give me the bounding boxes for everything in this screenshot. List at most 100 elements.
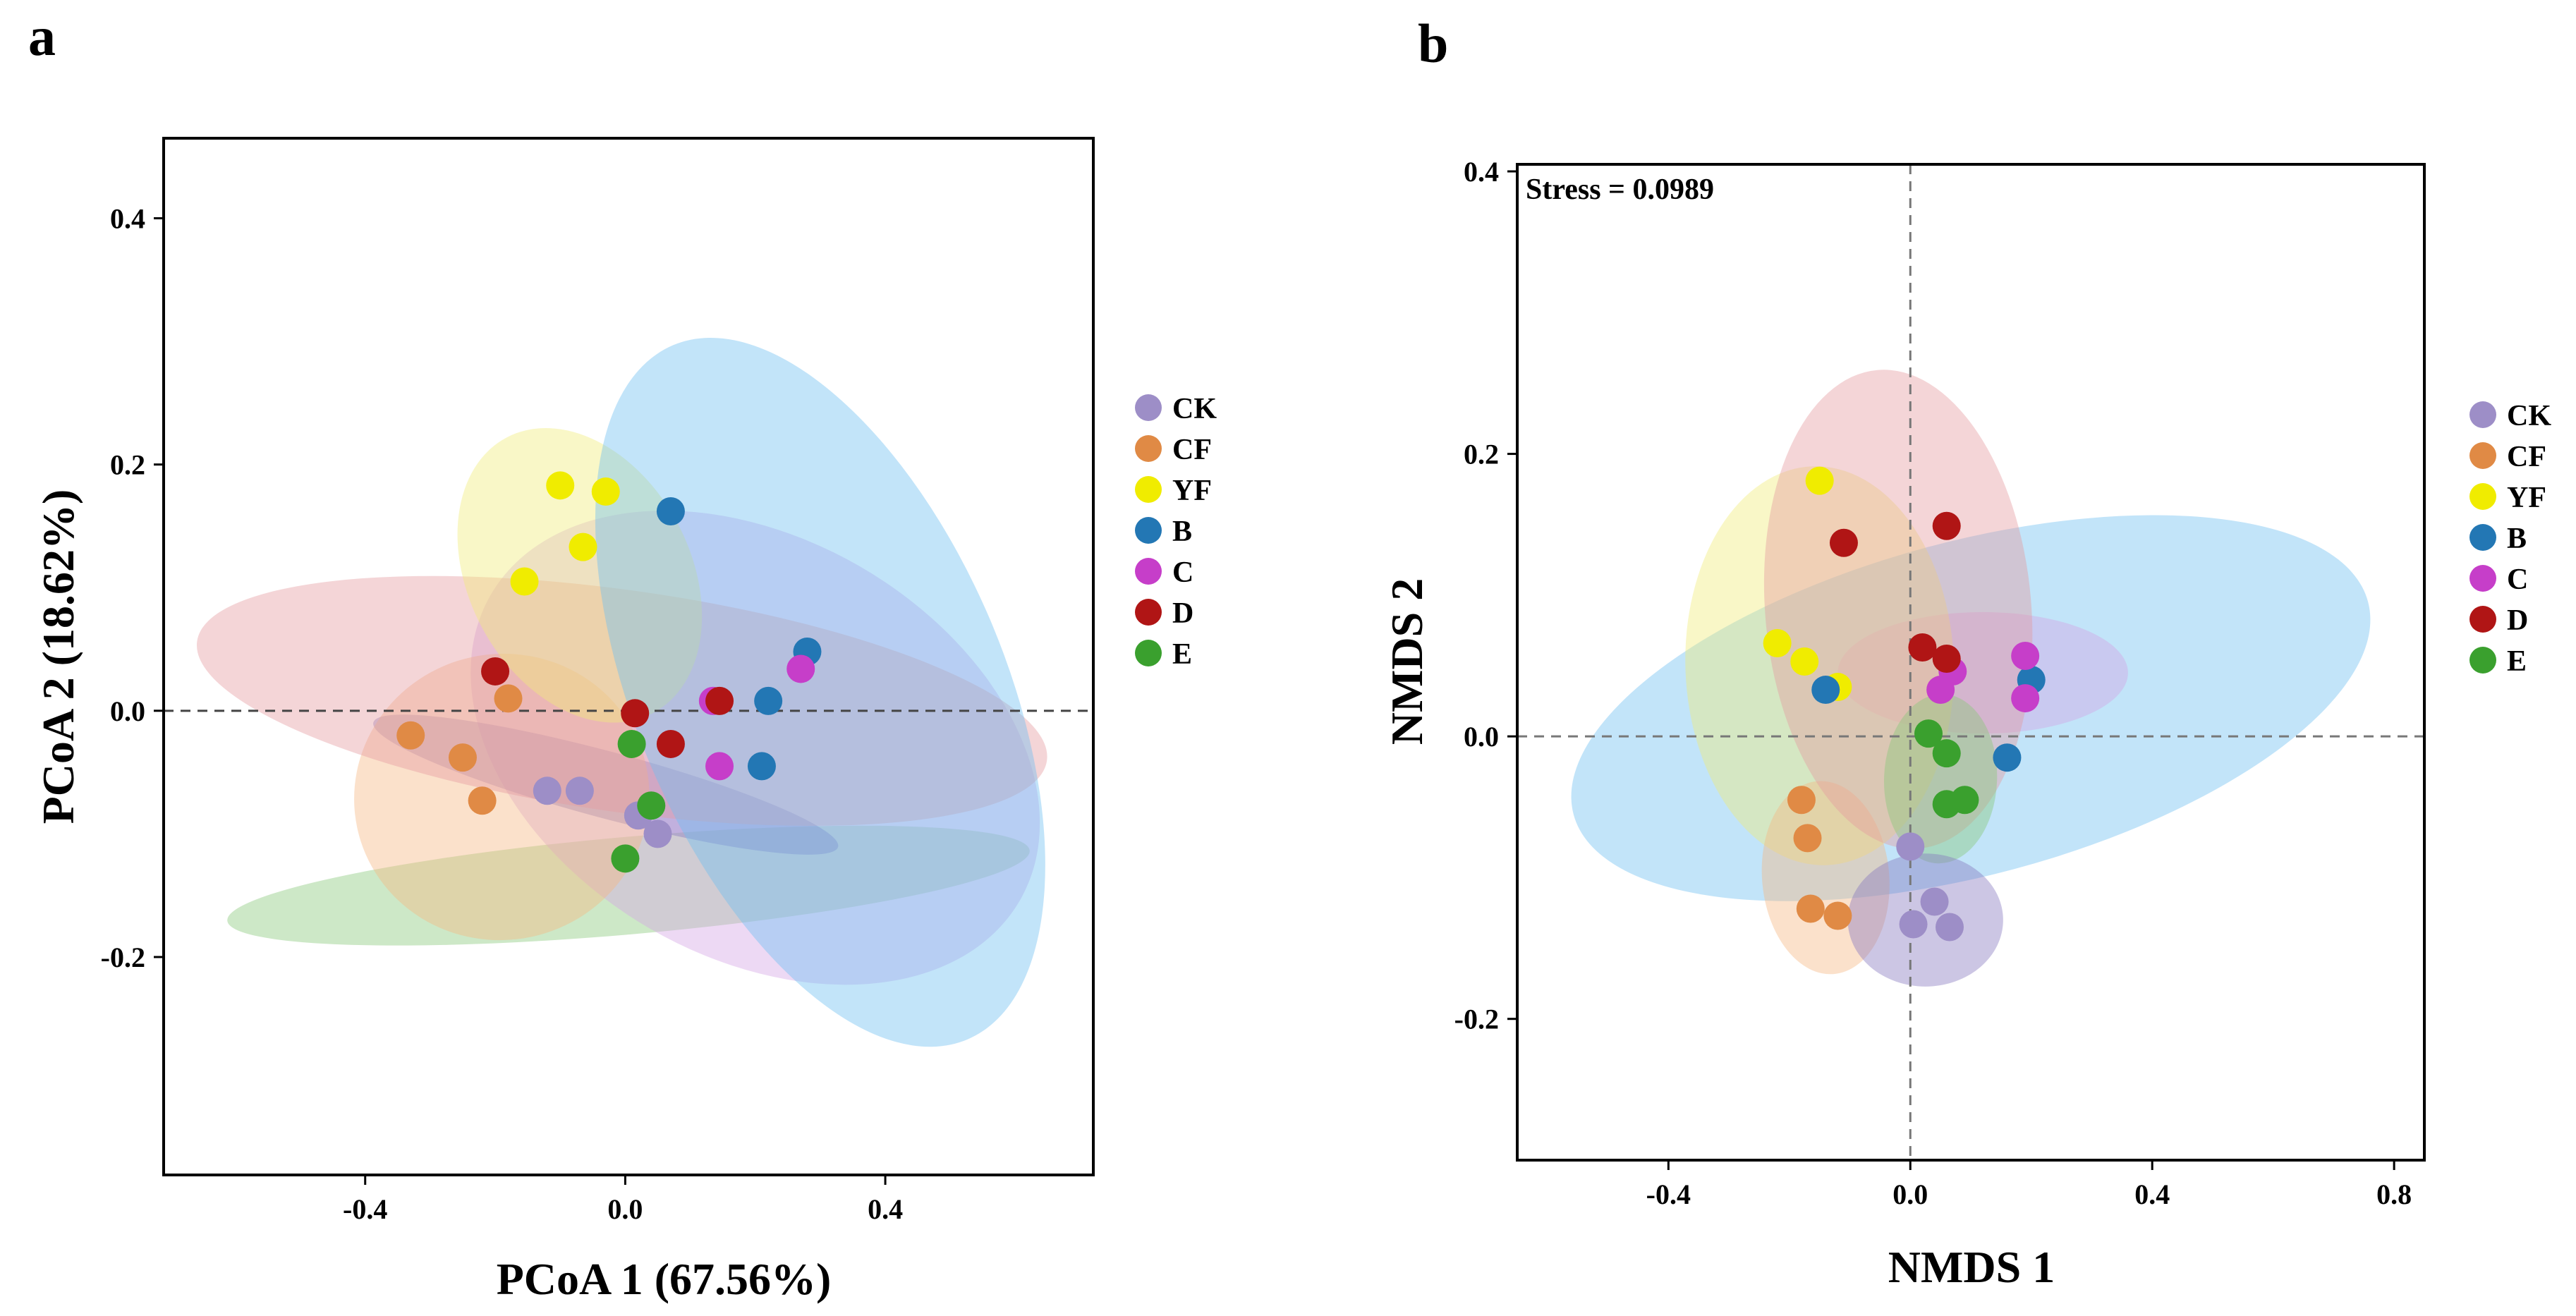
nmds-ticks: -0.4 0.0 0.4 0.8 -0.2 0.0 0.2 0.4 (1454, 156, 2412, 1210)
legend-marker-e (2469, 647, 2496, 674)
x-tick-label: -0.4 (343, 1193, 387, 1225)
confidence-ellipse-b (1571, 515, 2371, 901)
confidence-ellipse-d (196, 575, 1047, 826)
legend-label-c: C (2507, 563, 2528, 596)
legend-marker-c (1135, 558, 1162, 585)
legend-label-cf: CF (1172, 434, 1212, 466)
y-tick-label: -0.2 (1454, 1004, 1499, 1035)
data-point-c (705, 752, 734, 781)
pcoa-points (396, 471, 822, 873)
confidence-ellipse-e (227, 825, 1030, 946)
legend-label-b: B (2507, 523, 2527, 555)
legend-marker-b (1135, 517, 1162, 544)
y-tick-label: 0.4 (1464, 156, 1499, 188)
legend-marker-b (2469, 524, 2496, 551)
data-point-b (747, 752, 776, 781)
legend-label-e: E (1172, 638, 1192, 671)
legend-marker-cf (2469, 442, 2496, 469)
y-tick-label: 0.4 (110, 202, 145, 234)
confidence-ellipse-yf (1685, 466, 1955, 865)
data-point-e (1914, 719, 1943, 748)
data-point-c (786, 654, 815, 683)
data-point-ck (1899, 910, 1928, 939)
data-point-e (1932, 790, 1961, 819)
data-point-d (705, 686, 734, 715)
x-tick-label: 0.4 (2134, 1178, 2170, 1210)
data-point-d (1932, 644, 1961, 673)
data-point-e (611, 844, 640, 873)
y-tick-label: 0.2 (110, 449, 145, 481)
confidence-ellipse-yf (457, 427, 703, 723)
legend-marker-cf (1135, 435, 1162, 462)
pcoa-ticks: -0.4 0.0 0.4 -0.2 0.0 0.2 0.4 (101, 202, 903, 1225)
pcoa-ellipses (196, 338, 1047, 1047)
data-point-ck (1920, 887, 1949, 916)
data-point-ck (533, 776, 561, 805)
legend-label-d: D (2507, 604, 2528, 637)
x-tick-label: 0.0 (607, 1193, 643, 1225)
nmds-x-axis-title: NMDS 1 (1888, 1242, 2055, 1292)
legend-label-yf: YF (1172, 475, 1212, 507)
nmds-panel: b Stress = 0.0989 -0.4 0.0 0.4 0.8 -0.2 0.0 0.… (1382, 13, 2426, 1292)
data-point-ck (1896, 832, 1925, 861)
data-point-e (1932, 739, 1961, 768)
legend-marker-ck (2469, 401, 2496, 428)
data-point-b (1811, 676, 1840, 705)
legend-label-ck: CK (1172, 393, 1217, 425)
panel-letter-a: a (28, 6, 56, 67)
data-point-ck (565, 776, 594, 805)
confidence-ellipse-ck (373, 714, 839, 855)
legend-label-b: B (1172, 516, 1192, 548)
data-point-cf (1793, 824, 1822, 853)
data-point-cf (1823, 901, 1852, 930)
confidence-ellipse-cf (354, 653, 650, 941)
data-point-yf (591, 477, 620, 506)
y-tick-label: 0.0 (1464, 721, 1499, 753)
pcoa-panel: a -0.4 0.0 0.4 -0.2 0.0 0.2 0.4 PCoA 1 (67.56%… (28, 6, 1095, 1304)
data-point-cf (468, 786, 497, 815)
data-point-cf (448, 743, 477, 772)
legend-marker-c (2469, 565, 2496, 592)
legend-label-ck: CK (2507, 400, 2551, 432)
data-point-c (1926, 676, 1955, 705)
legend-marker-e (1135, 640, 1162, 666)
legend-marker-yf (1135, 476, 1162, 503)
data-point-yf (1763, 628, 1792, 657)
y-tick-label: -0.2 (101, 942, 145, 973)
data-point-d (481, 657, 510, 686)
legend-label-c: C (1172, 556, 1193, 589)
confidence-ellipse-cf (1761, 781, 1890, 975)
confidence-ellipse-d (1763, 370, 2033, 849)
legend-label-d: D (1172, 597, 1193, 630)
x-tick-label: 0.0 (1892, 1178, 1928, 1210)
data-point-yf (546, 471, 575, 500)
confidence-ellipse-b (595, 338, 1045, 1047)
data-point-d (1829, 528, 1858, 557)
data-point-yf (1790, 647, 1819, 676)
legend-label-e: E (2507, 645, 2527, 678)
pcoa-x-axis-title: PCoA 1 (67.56%) (497, 1254, 832, 1304)
data-point-ck (643, 820, 672, 848)
data-point-cf (1796, 894, 1825, 923)
data-point-d (656, 729, 685, 758)
data-point-yf (510, 567, 539, 596)
pcoa-plot-frame (162, 137, 1095, 1176)
data-point-cf (396, 721, 425, 750)
data-point-c (2011, 684, 2040, 713)
data-point-yf (1805, 466, 1834, 495)
legend-label-cf: CF (2507, 441, 2546, 473)
data-point-ck (1935, 913, 1964, 942)
pcoa-y-axis-title: PCoA 2 (18.62%) (33, 489, 83, 824)
legend-marker-yf (2469, 483, 2496, 510)
legend-marker-d (2469, 606, 2496, 633)
data-point-d (1908, 633, 1937, 662)
nmds-y-axis-title: NMDS 2 (1382, 578, 1432, 745)
legend-marker-d (1135, 599, 1162, 626)
data-point-b (1993, 743, 2022, 772)
legend-label-yf: YF (2507, 482, 2546, 514)
data-point-d (1932, 511, 1961, 540)
stress-annotation: Stress = 0.0989 (1526, 173, 1714, 206)
